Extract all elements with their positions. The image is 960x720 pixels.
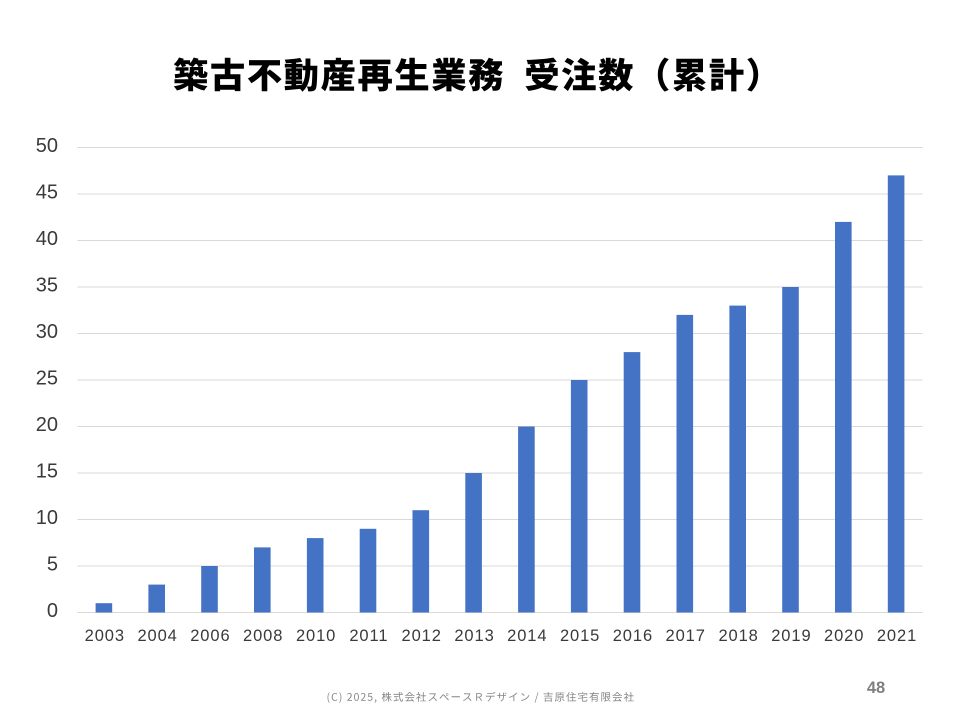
svg-text:45: 45 xyxy=(36,182,58,204)
svg-text:0: 0 xyxy=(47,600,58,622)
svg-text:2016: 2016 xyxy=(613,627,653,645)
svg-text:30: 30 xyxy=(36,321,58,343)
svg-text:48: 48 xyxy=(867,679,885,697)
svg-text:2020: 2020 xyxy=(824,627,864,645)
svg-text:2006: 2006 xyxy=(190,627,230,645)
svg-text:50: 50 xyxy=(36,135,58,157)
svg-text:2017: 2017 xyxy=(666,627,706,645)
svg-text:5: 5 xyxy=(47,554,58,576)
svg-text:40: 40 xyxy=(36,228,58,250)
svg-text:10: 10 xyxy=(36,507,58,529)
svg-text:2010: 2010 xyxy=(296,627,336,645)
svg-text:2011: 2011 xyxy=(349,627,388,645)
svg-text:2008: 2008 xyxy=(243,627,283,645)
svg-text:2012: 2012 xyxy=(402,627,442,645)
svg-text:2019: 2019 xyxy=(771,627,811,645)
svg-text:2018: 2018 xyxy=(718,627,758,645)
svg-text:15: 15 xyxy=(36,461,58,483)
svg-text:25: 25 xyxy=(36,368,58,390)
svg-text:2014: 2014 xyxy=(507,627,547,645)
svg-text:2004: 2004 xyxy=(137,627,177,645)
svg-text:2015: 2015 xyxy=(560,627,600,645)
svg-text:2021: 2021 xyxy=(877,627,917,645)
svg-text:35: 35 xyxy=(36,275,58,297)
svg-text:2003: 2003 xyxy=(85,627,125,645)
svg-text:20: 20 xyxy=(36,414,58,436)
svg-text:2013: 2013 xyxy=(454,627,494,645)
